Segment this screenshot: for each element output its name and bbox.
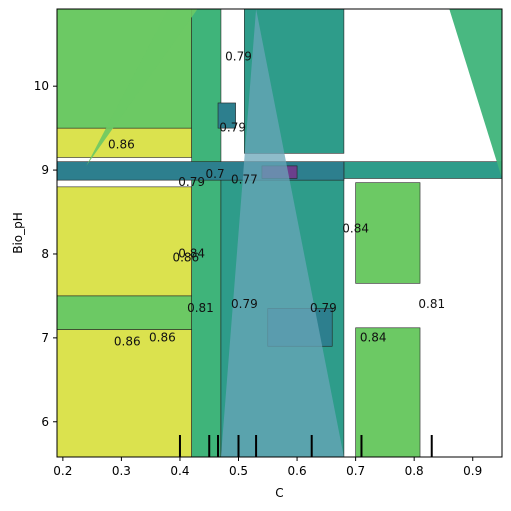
- contour-labels: 0.790.790.860.790.7 0.770.840.840.860.81 0…: [108, 49, 445, 348]
- contour-regions: [56, 8, 503, 458]
- contour-label-15: 0.84: [360, 330, 387, 344]
- overlay-wedge-left: [86, 9, 198, 166]
- x-tick-label: 0.4: [170, 464, 189, 478]
- contour-label-2: 0.86: [108, 137, 135, 151]
- contour-region-7: [191, 8, 222, 458]
- contour-label-14: 0.86: [149, 330, 176, 344]
- contour-region-6: [355, 182, 421, 284]
- contour-region-0: [56, 329, 192, 458]
- y-tick-label: 9: [41, 163, 49, 177]
- y-tick-label: 8: [41, 247, 49, 261]
- x-axis-label: C: [275, 486, 283, 500]
- contour-label-0: 0.79: [225, 49, 252, 63]
- contour-region-12: [217, 102, 236, 129]
- contour-label-10: 0.79: [231, 297, 258, 311]
- y-axis-label: Bio_pH: [11, 212, 25, 254]
- contour-label-5: 0.77: [231, 173, 258, 187]
- overlay-wedge-center: [220, 9, 344, 457]
- x-tick-label: 0.6: [288, 464, 307, 478]
- contour-region-3: [56, 295, 192, 330]
- overlay-wedge-right: [449, 9, 502, 179]
- y-tick-label: 7: [41, 331, 49, 345]
- contour-label-1: 0.79: [219, 121, 246, 135]
- y-tick-label: 6: [41, 415, 49, 429]
- contour-region-10: [343, 161, 503, 179]
- contour-label-7: 0.84: [178, 246, 205, 260]
- x-tick-label: 0.5: [229, 464, 248, 478]
- y-axis-ticks: 6 7 8 9 10: [34, 79, 57, 429]
- x-tick-label: 0.2: [53, 464, 72, 478]
- contour-region-1: [56, 186, 192, 297]
- x-tick-label: 0.8: [405, 464, 424, 478]
- contour-label-12: 0.81: [418, 297, 445, 311]
- x-tick-label: 0.9: [463, 464, 482, 478]
- contour-label-8: 0.86: [172, 251, 199, 265]
- contour-label-6: 0.84: [342, 221, 369, 235]
- x-axis-ticks: 0.2 0.3 0.4 0.5 0.6 0.7 0.8 0.9: [53, 457, 482, 478]
- contour-label-13: 0.86: [114, 335, 141, 349]
- contour-region-5: [355, 327, 421, 458]
- x-tick-label: 0.7: [346, 464, 365, 478]
- overlay-wedges: [86, 9, 502, 457]
- contour-label-11: 0.79: [310, 301, 337, 315]
- x-tick-label: 0.3: [112, 464, 131, 478]
- rug-marks: [178, 435, 433, 457]
- contour-label-9: 0.81: [187, 301, 214, 315]
- contour-label-3: 0.79: [178, 175, 205, 189]
- plot-frame: [56, 8, 503, 458]
- contour-label-4: 0.7: [206, 167, 225, 181]
- y-tick-label: 10: [34, 79, 49, 93]
